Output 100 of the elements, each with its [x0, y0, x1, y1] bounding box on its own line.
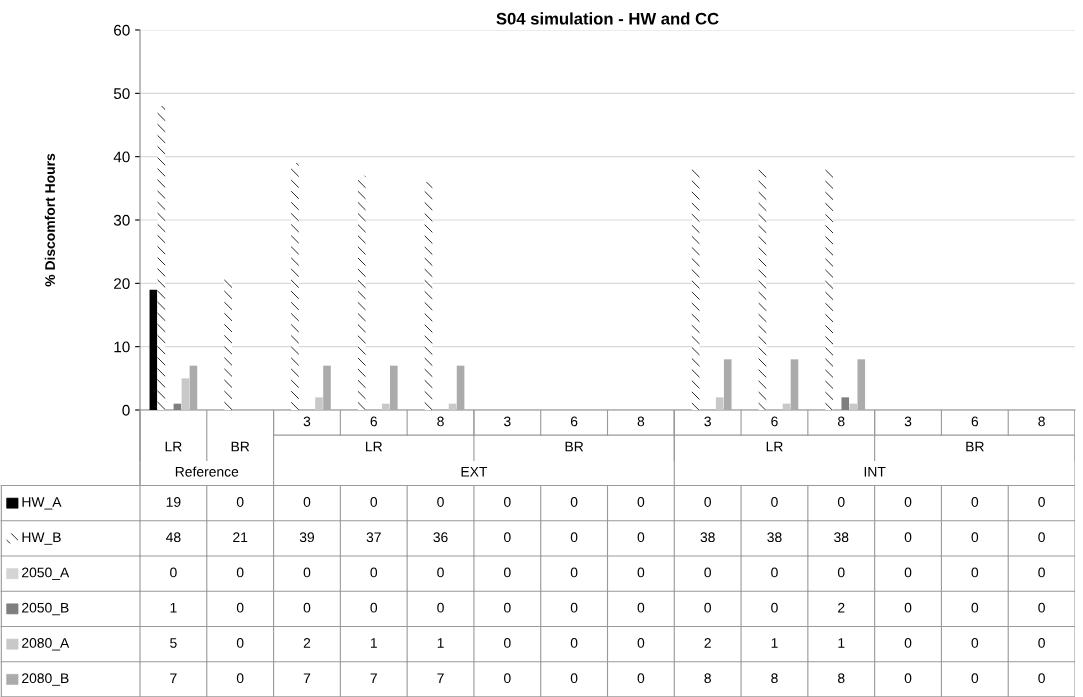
bar	[291, 163, 299, 410]
data-label: 0	[837, 497, 845, 507]
data-label: 0	[504, 638, 511, 648]
data-label: 0	[370, 602, 378, 613]
data-label: 1	[838, 638, 845, 648]
bar	[849, 403, 858, 410]
bar	[715, 397, 724, 410]
text: INT	[864, 466, 886, 477]
data-label: 0	[637, 673, 645, 684]
data-label: 0	[570, 567, 578, 578]
data-label: 7	[170, 673, 177, 683]
bar	[424, 182, 433, 410]
data-label: 0	[504, 532, 511, 543]
bar	[381, 403, 390, 410]
data-label: 8	[771, 673, 778, 684]
data-label: 38	[767, 532, 782, 543]
data-label: 0	[1038, 567, 1045, 578]
x-tick-label: 8	[637, 416, 645, 427]
data-label: 0	[904, 567, 912, 578]
data-label: 36	[433, 532, 448, 543]
legend-label: 2080_B	[22, 673, 69, 686]
x-tick-label: 3	[303, 416, 311, 427]
y-tick-label: 10	[114, 341, 130, 353]
y-tick-label: 60	[114, 24, 130, 36]
y-axis-title: % Discomfort Hours	[44, 153, 55, 287]
data-label: 19	[166, 497, 181, 507]
data-label: 1	[771, 638, 778, 648]
bar	[157, 106, 166, 410]
text: Reference	[175, 466, 239, 477]
data-label: 7	[437, 673, 444, 683]
x-tick-label: 8	[837, 416, 845, 427]
data-label: 0	[236, 567, 244, 578]
data-label: 0	[771, 567, 778, 578]
data-label: 0	[1038, 602, 1045, 613]
y-tick-label: 50	[113, 88, 130, 100]
data-label: 0	[637, 532, 645, 543]
data-label: 0	[303, 602, 311, 613]
text: EXT	[461, 466, 488, 477]
data-label: 0	[303, 497, 311, 507]
data-label: 0	[236, 497, 244, 507]
data-label: 39	[299, 532, 315, 543]
data-label: 0	[1038, 532, 1045, 543]
x-tick-label: 3	[503, 416, 511, 427]
data-label: 0	[1038, 638, 1045, 648]
data-label: 0	[303, 567, 311, 578]
y-tick-label: 40	[113, 151, 130, 163]
data-label: 0	[904, 497, 912, 507]
bar	[357, 175, 366, 410]
data-label: 0	[704, 567, 711, 578]
bar	[456, 365, 465, 410]
data-label: 1	[170, 602, 177, 613]
bar	[723, 359, 732, 410]
data-label: 0	[570, 602, 578, 613]
data-label: 0	[704, 497, 711, 507]
data-label: 0	[504, 602, 511, 613]
data-label: 8	[837, 673, 845, 684]
data-label: 0	[971, 673, 979, 684]
data-label: 0	[370, 497, 378, 507]
bar	[323, 365, 331, 410]
data-label: 21	[233, 532, 248, 542]
bar	[758, 169, 767, 410]
data-label: 0	[370, 567, 378, 578]
data-label: 0	[504, 567, 511, 578]
bar	[691, 169, 700, 410]
data-label: 0	[236, 638, 244, 648]
data-label: 0	[704, 602, 711, 613]
bar	[315, 397, 323, 410]
x-tick-label: 3	[904, 416, 912, 427]
legend-label: HW_B	[22, 532, 61, 545]
y-tick-label: 30	[113, 214, 130, 226]
data-label: 0	[637, 602, 645, 613]
data-label: 38	[834, 532, 849, 543]
data-label: 0	[971, 638, 979, 648]
x-tick-label: 6	[971, 416, 979, 427]
data-label: 0	[1038, 497, 1045, 507]
x-tick-label: 6	[771, 416, 778, 427]
data-label: 0	[971, 497, 979, 507]
data-label: 0	[904, 532, 912, 543]
data-label: 7	[303, 673, 311, 683]
data-label: 0	[504, 673, 511, 684]
data-label: 0	[771, 602, 778, 613]
data-label: 0	[837, 567, 845, 578]
data-label: 0	[170, 567, 177, 578]
bar	[181, 378, 190, 410]
data-label: 38	[700, 532, 715, 543]
data-label: 0	[971, 602, 979, 613]
data-label: 8	[704, 673, 711, 684]
data-label: 0	[771, 497, 778, 507]
data-label: 0	[570, 673, 578, 684]
data-label: 1	[437, 638, 444, 648]
x-tick-label: 8	[1038, 416, 1045, 427]
data-label: 0	[570, 638, 578, 648]
data-label: 7	[370, 673, 377, 683]
data-label: 2	[838, 602, 845, 613]
data-label: 0	[904, 638, 912, 648]
data-label: 0	[904, 673, 912, 684]
data-label: 0	[637, 497, 645, 507]
bar	[189, 365, 198, 410]
legend-label: HW_A	[22, 497, 62, 510]
data-label: 0	[1038, 673, 1045, 684]
